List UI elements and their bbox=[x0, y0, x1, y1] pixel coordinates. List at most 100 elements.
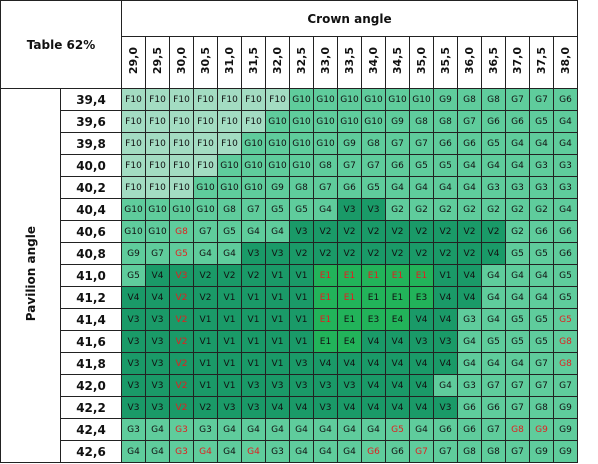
grade-cell: V1 bbox=[193, 352, 218, 375]
grade-cell: G4 bbox=[193, 242, 218, 265]
grade-cell: V4 bbox=[385, 352, 410, 375]
grade-cell: G2 bbox=[481, 198, 506, 221]
grade-cell: V2 bbox=[169, 308, 194, 331]
grade-cell: F10 bbox=[121, 132, 146, 155]
row-label: 42,6 bbox=[60, 440, 122, 463]
grade-cell: G4 bbox=[313, 198, 338, 221]
grade-cell: F10 bbox=[145, 110, 170, 133]
row-label: 40,2 bbox=[60, 176, 122, 199]
column-label-text: 30,5 bbox=[199, 47, 212, 75]
grade-cell: G6 bbox=[385, 440, 410, 463]
grade-cell: G4 bbox=[121, 440, 146, 463]
grade-cell: E4 bbox=[385, 308, 410, 331]
grade-cell: G7 bbox=[193, 220, 218, 243]
grade-cell: E1 bbox=[313, 264, 338, 287]
grade-cell: V1 bbox=[265, 264, 290, 287]
grade-cell: V2 bbox=[385, 242, 410, 265]
grade-cell: F10 bbox=[145, 132, 170, 155]
grade-cell: V3 bbox=[121, 396, 146, 419]
grade-cell: G8 bbox=[313, 154, 338, 177]
grade-cell: G7 bbox=[505, 440, 530, 463]
row-label: 40,6 bbox=[60, 220, 122, 243]
grade-cell: G4 bbox=[193, 440, 218, 463]
grade-cell: F10 bbox=[265, 88, 290, 111]
grade-cell: G8 bbox=[217, 198, 242, 221]
grade-cell: V2 bbox=[409, 242, 434, 265]
grade-cell: G6 bbox=[361, 440, 386, 463]
column-label-text: 35,0 bbox=[415, 47, 428, 75]
grade-cell: G10 bbox=[265, 132, 290, 155]
grade-cell: V3 bbox=[289, 352, 314, 375]
grade-cell: V4 bbox=[385, 374, 410, 397]
grade-cell: V3 bbox=[145, 374, 170, 397]
column-label-text: 36,5 bbox=[487, 47, 500, 75]
grade-cell: G3 bbox=[553, 154, 578, 177]
grade-cell: G6 bbox=[553, 242, 578, 265]
row-label: 40,4 bbox=[60, 198, 122, 221]
row-label: 42,0 bbox=[60, 374, 122, 397]
grade-cell: E1 bbox=[313, 308, 338, 331]
grade-cell: G4 bbox=[457, 154, 482, 177]
grade-cell: V3 bbox=[433, 396, 458, 419]
grade-cell: G6 bbox=[457, 418, 482, 441]
grade-cell: F10 bbox=[169, 132, 194, 155]
grade-cell: G6 bbox=[505, 110, 530, 133]
grade-cell: G2 bbox=[433, 198, 458, 221]
grade-cell: G2 bbox=[409, 198, 434, 221]
grade-cell: G4 bbox=[553, 198, 578, 221]
column-label-text: 31,5 bbox=[247, 47, 260, 75]
grade-cell: G10 bbox=[145, 220, 170, 243]
row-label: 39,6 bbox=[60, 110, 122, 133]
grade-cell: G4 bbox=[337, 418, 362, 441]
grade-cell: G6 bbox=[553, 220, 578, 243]
row-label: 41,2 bbox=[60, 286, 122, 309]
grade-cell: G4 bbox=[481, 154, 506, 177]
grade-cell: V1 bbox=[289, 330, 314, 353]
grade-cell: V2 bbox=[169, 352, 194, 375]
column-label: 37,0 bbox=[505, 36, 530, 89]
row-label: 41,4 bbox=[60, 308, 122, 331]
grade-cell: V1 bbox=[241, 308, 266, 331]
grade-cell: G10 bbox=[289, 88, 314, 111]
grade-cell: V2 bbox=[337, 242, 362, 265]
grade-cell: V4 bbox=[433, 352, 458, 375]
grade-cell: G5 bbox=[553, 264, 578, 287]
grade-cell: G5 bbox=[529, 110, 554, 133]
grade-cell: E1 bbox=[409, 264, 434, 287]
grade-cell: G4 bbox=[553, 132, 578, 155]
grade-cell: G10 bbox=[193, 176, 218, 199]
grade-cell: E4 bbox=[337, 330, 362, 353]
grade-cell: G5 bbox=[481, 330, 506, 353]
grade-cell: G8 bbox=[169, 220, 194, 243]
grade-cell: V1 bbox=[265, 308, 290, 331]
grade-cell: G9 bbox=[265, 176, 290, 199]
grade-cell: V4 bbox=[481, 242, 506, 265]
grade-cell: V4 bbox=[409, 396, 434, 419]
grade-cell: F10 bbox=[169, 110, 194, 133]
grade-cell: G10 bbox=[361, 110, 386, 133]
grade-cell: F10 bbox=[241, 88, 266, 111]
row-label: 41,8 bbox=[60, 352, 122, 375]
column-label-text: 32,0 bbox=[271, 47, 284, 75]
column-label: 36,5 bbox=[481, 36, 506, 89]
grade-cell: V4 bbox=[385, 330, 410, 353]
grade-cell: V3 bbox=[313, 396, 338, 419]
grade-cell: G7 bbox=[505, 374, 530, 397]
grade-cell: G7 bbox=[505, 396, 530, 419]
grade-cell: G4 bbox=[481, 264, 506, 287]
row-group: Pavilion angle bbox=[0, 88, 61, 463]
grade-cell: G10 bbox=[337, 110, 362, 133]
grade-cell: G10 bbox=[241, 176, 266, 199]
grade-cell: V4 bbox=[145, 264, 170, 287]
grade-cell: V2 bbox=[457, 220, 482, 243]
grade-cell: V4 bbox=[361, 330, 386, 353]
grade-cell: V2 bbox=[313, 220, 338, 243]
grade-cell: E1 bbox=[313, 330, 338, 353]
column-label: 30,5 bbox=[193, 36, 218, 89]
grade-cell: G3 bbox=[169, 418, 194, 441]
column-label: 29,5 bbox=[145, 36, 170, 89]
grade-cell: V3 bbox=[361, 198, 386, 221]
grade-cell: G2 bbox=[529, 198, 554, 221]
column-label-text: 33,5 bbox=[343, 47, 356, 75]
grade-cell: G10 bbox=[241, 132, 266, 155]
